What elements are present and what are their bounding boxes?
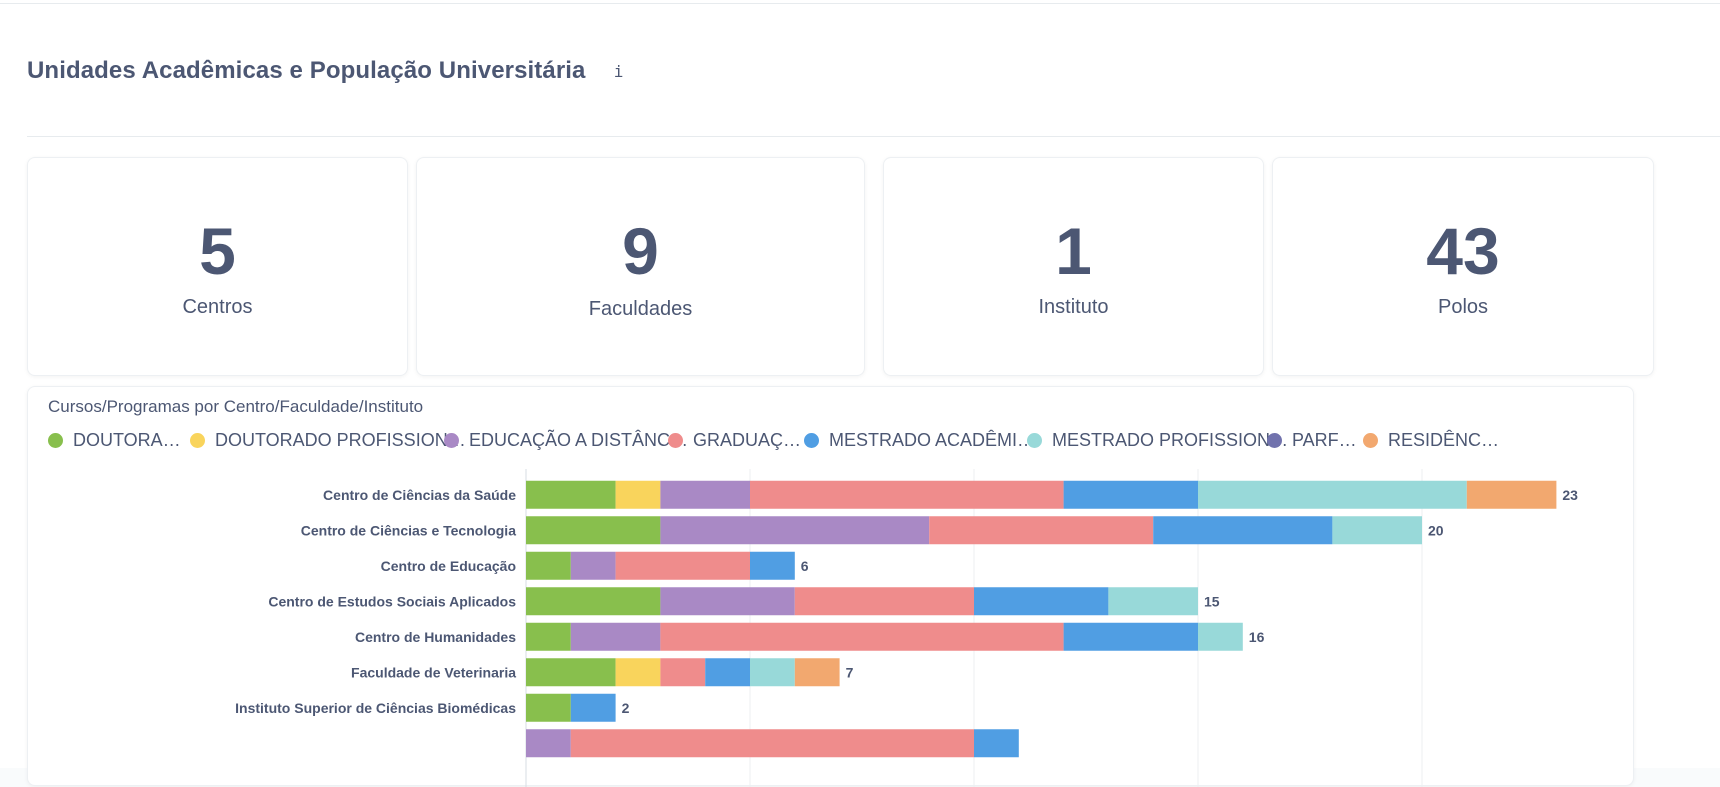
bar-total-label: 7	[846, 664, 854, 680]
bar-segment[interactable]	[526, 622, 571, 651]
bar-segment[interactable]	[526, 480, 616, 509]
bar-segment[interactable]	[526, 729, 571, 758]
kpi-card-polos[interactable]: 43 Polos	[1272, 157, 1654, 376]
bar-segment[interactable]	[750, 551, 795, 580]
legend-item[interactable]: GRADUAÇ…	[668, 427, 801, 453]
category-label: Centro de Ciências da Saúde	[323, 487, 516, 503]
kpi-value: 5	[199, 214, 236, 288]
legend-swatch	[1267, 432, 1282, 448]
bar-segment[interactable]	[660, 658, 706, 687]
bar-segment[interactable]	[615, 480, 661, 509]
bar-segment[interactable]	[570, 729, 974, 758]
legend-item[interactable]: DOUTORADO PROFISSION…	[190, 427, 466, 453]
legend-item[interactable]: PARF…	[1267, 427, 1357, 453]
legend-item[interactable]: EDUCAÇÃO A DISTÂNC…	[444, 427, 688, 453]
legend-label: PARF…	[1292, 429, 1357, 450]
kpi-value: 9	[622, 214, 659, 288]
bar-segment[interactable]	[1108, 587, 1198, 616]
legend-label: EDUCAÇÃO A DISTÂNC…	[469, 429, 689, 450]
bar-segment[interactable]	[615, 658, 661, 687]
top-divider	[0, 3, 1720, 4]
category-label: Centro de Ciências e Tecnologia	[301, 522, 516, 538]
bar-segment[interactable]	[1466, 480, 1557, 509]
kpi-label: Instituto	[1038, 296, 1109, 318]
bar-total-label: 2	[622, 700, 630, 716]
section-divider	[27, 136, 1720, 137]
bar-segment[interactable]	[974, 729, 1019, 758]
bar-segment[interactable]	[526, 658, 616, 687]
legend-item[interactable]: MESTRADO PROFISSION…	[1027, 427, 1288, 453]
kpi-value: 1	[1055, 214, 1092, 288]
bar-segment[interactable]	[705, 658, 750, 687]
bar-segment[interactable]	[526, 587, 661, 616]
bar-segment[interactable]	[794, 587, 974, 616]
section-header: Unidades Acadêmicas e População Universi…	[27, 54, 626, 88]
bar-segment[interactable]	[660, 516, 930, 545]
legend-swatch	[48, 432, 63, 448]
kpi-value: 43	[1426, 214, 1500, 288]
bar-segment[interactable]	[1198, 622, 1243, 651]
legend-label: MESTRADO ACADÊMI…	[829, 429, 1036, 450]
bar-segment[interactable]	[570, 693, 616, 722]
chart-card: Cursos/Programas por Centro/Faculdade/In…	[27, 386, 1634, 787]
category-label: Centro de Educação	[381, 558, 516, 574]
bar-segment[interactable]	[794, 658, 840, 687]
bar-segment[interactable]	[570, 622, 661, 651]
legend-swatch	[1363, 432, 1378, 448]
category-label: Faculdade de Veterinaria	[351, 664, 516, 680]
legend-label: MESTRADO PROFISSION…	[1052, 429, 1289, 450]
bar-segment[interactable]	[974, 587, 1109, 616]
bar-total-label: 23	[1562, 487, 1578, 503]
legend-item[interactable]: MESTRADO ACADÊMI…	[804, 427, 1035, 453]
category-label: Centro de Estudos Sociais Aplicados	[268, 593, 516, 609]
bar-segment[interactable]	[660, 587, 795, 616]
stacked-bar-chart: Centro de Ciências da Saúde 23 Centro de C…	[235, 469, 1578, 787]
legend-swatch	[1027, 432, 1042, 448]
bar-segment[interactable]	[615, 551, 750, 580]
legend-label: GRADUAÇ…	[693, 429, 802, 450]
legend-swatch	[804, 432, 819, 448]
info-icon[interactable]: i	[613, 61, 624, 81]
legend-item[interactable]: RESIDÊNC…	[1363, 427, 1499, 453]
bar-total-label: 16	[1249, 629, 1265, 645]
bar-segment[interactable]	[660, 480, 750, 509]
bar-total-label: 20	[1428, 522, 1444, 538]
bar-segment[interactable]	[660, 622, 1064, 651]
legend-swatch	[444, 432, 459, 448]
bar-segment[interactable]	[1063, 622, 1198, 651]
kpi-card-faculdades[interactable]: 9 Faculdades	[416, 157, 865, 376]
bar-segment[interactable]	[526, 516, 661, 545]
bar-segment[interactable]	[750, 480, 1064, 509]
bar-segment[interactable]	[526, 693, 571, 722]
kpi-label: Centros	[182, 296, 253, 318]
legend-label: RESIDÊNC…	[1388, 429, 1500, 450]
bar-total-label: 6	[801, 558, 809, 574]
section-title: Unidades Acadêmicas e População Universi…	[27, 57, 586, 84]
bar-segment[interactable]	[1198, 480, 1467, 509]
bar-segment[interactable]	[929, 516, 1154, 545]
bar-segment[interactable]	[750, 658, 795, 687]
kpi-label: Polos	[1437, 296, 1489, 318]
bar-segment[interactable]	[1063, 480, 1198, 509]
bar-segment[interactable]	[570, 551, 616, 580]
chart-title[interactable]: Cursos/Programas por Centro/Faculdade/In…	[48, 397, 424, 416]
dashboard-page: Unidades Acadêmicas e População Universi…	[0, 3, 1720, 787]
legend-swatch	[190, 432, 205, 448]
bar-total-label: 15	[1204, 593, 1220, 609]
legend-item[interactable]: DOUTORA…	[48, 427, 181, 453]
legend-swatch	[668, 432, 683, 448]
bar-segment[interactable]	[526, 551, 571, 580]
kpi-card-centros[interactable]: 5 Centros	[27, 157, 408, 376]
category-label: Centro de Humanidades	[355, 629, 516, 645]
legend-label: DOUTORADO PROFISSION…	[215, 429, 466, 450]
bar-segment[interactable]	[1153, 516, 1333, 545]
kpi-card-instituto[interactable]: 1 Instituto	[883, 157, 1264, 376]
chart-legend: DOUTORA… DOUTORADO PROFISSION… EDUCAÇÃO A …	[48, 427, 1628, 453]
kpi-label: Faculdades	[588, 298, 693, 320]
category-label: Instituto Superior de Ciências Biomédica…	[235, 700, 516, 716]
legend-label: DOUTORA…	[73, 429, 181, 450]
bar-segment[interactable]	[1332, 516, 1422, 545]
